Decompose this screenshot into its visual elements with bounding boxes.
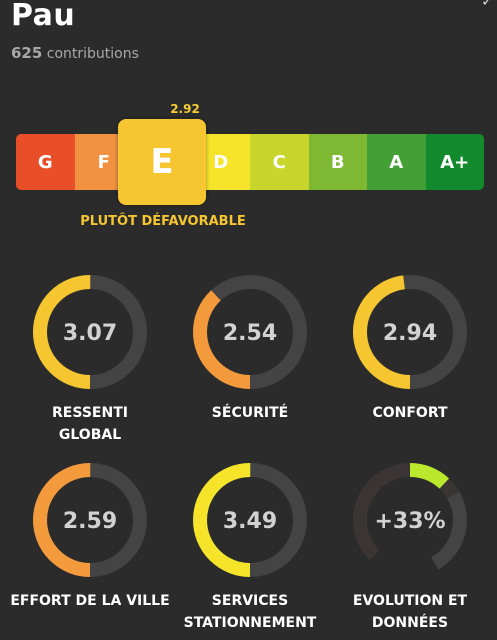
gauge-fill-arc [33, 275, 147, 389]
gauge-value: 3.07 [63, 321, 117, 346]
score-value: 2.92 [170, 102, 200, 116]
gauge-value: 2.94 [383, 321, 437, 346]
grade-segment: G [16, 134, 75, 190]
gauge-value: 2.54 [223, 321, 277, 346]
gauge-fill-arc [193, 463, 307, 577]
grade-segment: C [250, 134, 309, 190]
grade-segment: B [308, 134, 367, 190]
gauge-fill-arc [353, 463, 467, 577]
gauge-fill-arc [353, 275, 467, 389]
gauge-card[interactable]: 2.94 CONFORT [330, 272, 490, 424]
verdict-label: PLUTÔT DÉFAVORABLE [80, 214, 246, 229]
gauge-value: 3.49 [223, 509, 277, 534]
gauge-ring: +33% [353, 463, 467, 577]
gauge-label: RESSENTI GLOBAL [52, 405, 128, 443]
grade-segment: A [367, 134, 426, 190]
gauge-card[interactable]: 2.59 EFFORT DE LA VILLE [10, 460, 170, 612]
gauge-ring: 2.54 [193, 275, 307, 389]
gauge-label: EVOLUTION ET DONNÉES [352, 593, 468, 631]
gauge-label: CONFORT [372, 405, 448, 421]
contributions-label: contributions [46, 46, 139, 62]
gauge-label: EFFORT DE LA VILLE [10, 593, 170, 609]
grade-segment: A+ [425, 134, 484, 190]
selected-grade: E [118, 119, 206, 205]
gauge-fill-arc [33, 463, 147, 577]
gauge-ring: 2.59 [33, 463, 147, 577]
gauge-fill-arc [193, 275, 307, 389]
contributions-number: 625 [11, 44, 43, 62]
gauge-label: SÉCURITÉ [211, 405, 289, 421]
gauge-card[interactable]: 2.54 SÉCURITÉ [170, 272, 330, 424]
gauge-value: 2.59 [63, 509, 117, 534]
gauge-card[interactable]: 3.49 SERVICES STATIONNEMENT [170, 460, 330, 634]
gauge-ring: 3.49 [193, 463, 307, 577]
gauge-label: SERVICES STATIONNEMENT [183, 593, 317, 631]
grade-scale: GFEDCBAA+ [16, 134, 484, 190]
gauge-card[interactable]: +33% EVOLUTION ET DONNÉES [330, 460, 490, 634]
city-title: Pau [11, 0, 76, 33]
gauge-ring: 3.07 [33, 275, 147, 389]
gauge-ring: 2.94 [353, 275, 467, 389]
contributions-count: 625 contributions [11, 44, 139, 62]
check-icon[interactable]: ✓ [481, 0, 493, 10]
gauge-track-arc [353, 463, 467, 577]
gauge-card[interactable]: 3.07 RESSENTI GLOBAL [10, 272, 170, 446]
gauge-value: +33% [374, 509, 445, 534]
